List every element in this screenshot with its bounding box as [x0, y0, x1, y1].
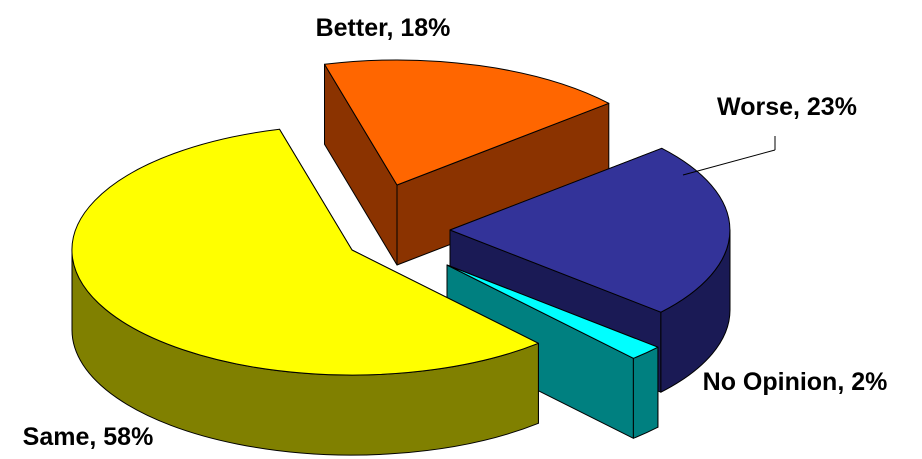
label-worse: Worse, 23%: [717, 93, 857, 121]
label-same: Same, 58%: [23, 423, 154, 451]
slice-worse: [449, 147, 731, 313]
label-better: Better, 18%: [316, 14, 451, 42]
worse-leader-line: [682, 149, 776, 176]
slice-better: [324, 59, 610, 186]
slice-no-opinion: [446, 264, 659, 359]
label-no-opinion: No Opinion, 2%: [703, 368, 888, 396]
slice-wall-no-opinion: [632, 346, 659, 439]
slice-tops: [71, 59, 731, 376]
slice-same: [71, 128, 539, 376]
